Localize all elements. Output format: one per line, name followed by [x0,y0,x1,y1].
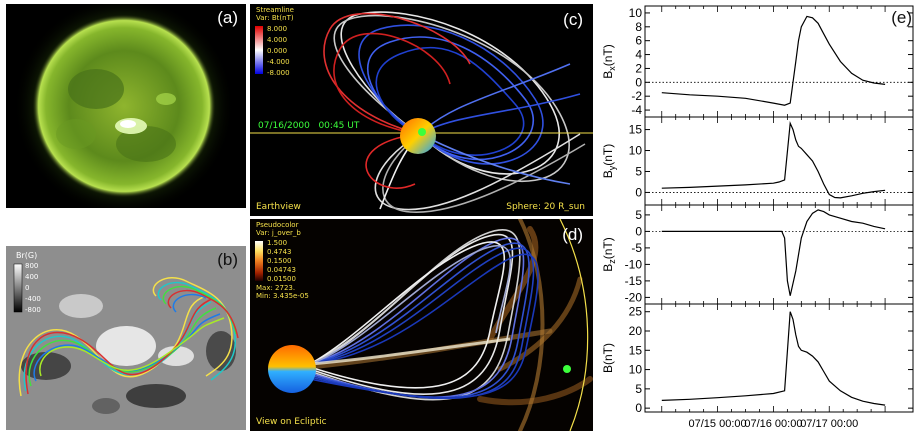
timeseries-chart: 1086420-2-4Bx(nT)151050By(nT)50-5-10-15-… [601,5,914,430]
ytick-label: 15 [629,343,643,357]
earthview-legend-var: Var: Bt(nT) [256,14,294,22]
ytick-label: 10 [629,6,643,20]
panel-a-label: (a) [217,8,238,27]
ytick-label: -20 [625,290,643,304]
ytick-label: 5 [635,208,642,222]
earthview-tick-3: 0.000 [267,47,288,55]
ytick-label: -4 [631,103,642,117]
panel-b-magnetogram: Br(G) 800 400 0 -400 -800 (b) [6,246,246,430]
earthview-tick-2: 4.000 [267,36,288,44]
earthview-tick-5: -8.000 [267,69,290,77]
ylabel-3: B(nT) [601,343,615,373]
ytick-label: 10 [629,144,643,158]
magnetogram-colorbar-title: Br(G) [16,251,38,260]
magnetogram-tick-4: -400 [25,295,41,303]
ecliptic-legend-var: Var: j_over_b [256,229,301,237]
panel-e-timeseries: 10 8 6 4 2 0 -2 -4 Bx(nT) 15 10 5 0 By(nT) 5 0 -5 -10 -15-… [598,0,924,434]
series-line-2 [661,209,886,296]
earthview-tick-1: 8.000 [267,25,288,33]
xtick-label: 07/16 00:00 [744,418,802,430]
ytick-label: 2 [635,61,642,75]
ecliptic-legend-max: Max: 2723. [256,284,296,292]
ecliptic-current-density [255,219,593,431]
magnetogram-tick-2: 400 [25,273,39,281]
xtick-label: 07/17 00:00 [800,418,858,430]
ecliptic-legend-title: Pseudocolor [256,221,299,229]
panel-c-earthview: Streamline Var: Bt(nT) 8.000 4.000 0.000… [250,4,593,216]
panel-b-label: (b) [217,250,238,269]
series-line-1 [661,120,886,199]
xtick-label: 07/15 00:00 [689,418,747,430]
ecliptic-legend-min: Min: 3.435e-05 [256,292,309,300]
series-line-0 [661,15,886,106]
ytick-label: 20 [629,324,643,338]
ytick-label: 0 [635,75,642,89]
earthview-streamlines [250,11,593,214]
ytick-label: 0 [635,185,642,199]
panel-a-sun-euv: (a) [6,4,246,208]
sun-euv-image [14,4,234,208]
ytick-label: -2 [631,89,642,103]
chart-frame-2 [644,204,914,305]
panel-e-label: (e) [891,8,912,27]
ytick-label: 5 [635,382,642,396]
ylabel-2: Bz(nT) [601,237,617,272]
ecliptic-tick-4: 0.04743 [267,266,296,274]
ecliptic-tick-1: 1.500 [267,239,288,247]
magnetogram-tick-1: 800 [25,262,39,270]
chart-frame-3 [644,303,914,413]
earthview-legend-title: Streamline [256,6,294,14]
ytick-label: 10 [629,363,643,377]
magnetogram-tick-3: 0 [25,284,30,292]
ytick-label: 15 [629,123,643,137]
earthview-view-label: Earthview [256,202,301,212]
earthview-sphere-label: Sphere: 20 R_sun [506,202,585,212]
ecliptic-tick-3: 0.1500 [267,257,292,265]
ecliptic-view-label: View on Ecliptic [256,417,327,427]
ytick-label: 5 [635,164,642,178]
ytick-label: 0 [635,401,642,415]
ytick-label: 25 [629,305,643,319]
chart-frame-0 [644,5,914,118]
ylabel-1: By(nT) [601,144,617,179]
ytick-label: 8 [635,20,642,34]
ecliptic-tick-2: 0.4743 [267,248,292,256]
ytick-label: 0 [635,224,642,238]
ecliptic-tick-5: 0.01500 [267,275,296,283]
ylabel-0: Bx(nT) [601,44,617,79]
earthview-tick-4: -4.000 [267,58,290,66]
magnetogram-image [13,263,239,414]
panel-c-label: (c) [563,10,583,29]
ytick-label: -15 [625,274,643,288]
ytick-label: 4 [635,48,642,62]
ytick-label: -10 [625,257,643,271]
panel-d-ecliptic: Pseudocolor Var: j_over_b 1.500 0.4743 0… [250,219,593,431]
series-line-3 [661,311,886,406]
magnetogram-tick-5: -800 [25,306,41,314]
panel-d-label: (d) [562,225,583,244]
ytick-label: -5 [631,241,642,255]
ytick-label: 6 [635,34,642,48]
earthview-datetime: 07/16/2000 00:45 UT [258,121,360,131]
